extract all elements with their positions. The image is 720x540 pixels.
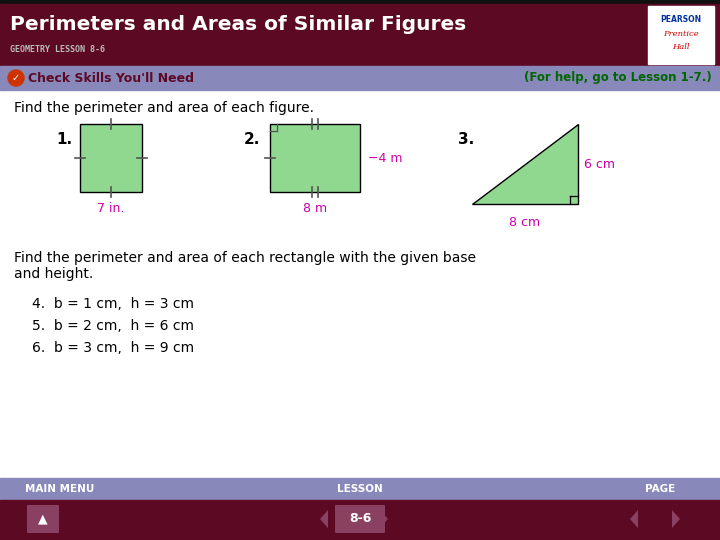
Text: 8 m: 8 m <box>303 201 327 214</box>
Text: Find the perimeter and area of each figure.: Find the perimeter and area of each figu… <box>14 101 314 115</box>
Bar <box>0 66 720 90</box>
Text: ✓: ✓ <box>12 73 20 83</box>
Text: Check Skills You'll Need: Check Skills You'll Need <box>28 71 194 84</box>
Text: 3.: 3. <box>458 132 474 147</box>
Text: GEOMETRY LESSON 8-6: GEOMETRY LESSON 8-6 <box>10 45 105 55</box>
Text: ▲: ▲ <box>38 512 48 525</box>
FancyBboxPatch shape <box>27 505 59 533</box>
Text: MAIN MENU: MAIN MENU <box>25 484 95 494</box>
Polygon shape <box>380 510 388 528</box>
Text: 2.: 2. <box>244 132 261 147</box>
Text: 8 cm: 8 cm <box>510 215 541 228</box>
Bar <box>648 6 714 64</box>
Text: Perimeters and Areas of Similar Figures: Perimeters and Areas of Similar Figures <box>10 16 467 35</box>
Polygon shape <box>672 510 680 528</box>
Circle shape <box>8 70 24 86</box>
Polygon shape <box>320 510 328 528</box>
Text: 7 in.: 7 in. <box>97 201 125 214</box>
Bar <box>0 478 720 500</box>
Text: 1.: 1. <box>56 132 72 147</box>
Text: PEARSON: PEARSON <box>660 16 701 24</box>
Bar <box>80 124 142 192</box>
Text: and height.: and height. <box>14 267 94 281</box>
Bar <box>0 4 720 66</box>
Text: 6.  b = 3 cm,  h = 9 cm: 6. b = 3 cm, h = 9 cm <box>32 341 194 355</box>
Bar <box>270 124 360 192</box>
Text: (For help, go to Lesson 1-7.): (For help, go to Lesson 1-7.) <box>524 71 712 84</box>
Polygon shape <box>630 510 638 528</box>
Bar <box>0 0 720 4</box>
Text: −4 m: −4 m <box>368 152 402 165</box>
Text: LESSON: LESSON <box>337 484 383 494</box>
FancyBboxPatch shape <box>335 505 385 533</box>
Text: Hall: Hall <box>672 43 690 51</box>
Bar <box>0 500 720 540</box>
Text: Find the perimeter and area of each rectangle with the given base: Find the perimeter and area of each rect… <box>14 251 476 265</box>
Text: Prentice: Prentice <box>663 30 699 38</box>
Polygon shape <box>472 124 578 204</box>
Text: 6 cm: 6 cm <box>584 158 615 171</box>
Text: 5.  b = 2 cm,  h = 6 cm: 5. b = 2 cm, h = 6 cm <box>32 319 194 333</box>
Text: PAGE: PAGE <box>645 484 675 494</box>
Text: 4.  b = 1 cm,  h = 3 cm: 4. b = 1 cm, h = 3 cm <box>32 297 194 311</box>
Text: 8-6: 8-6 <box>348 512 372 525</box>
